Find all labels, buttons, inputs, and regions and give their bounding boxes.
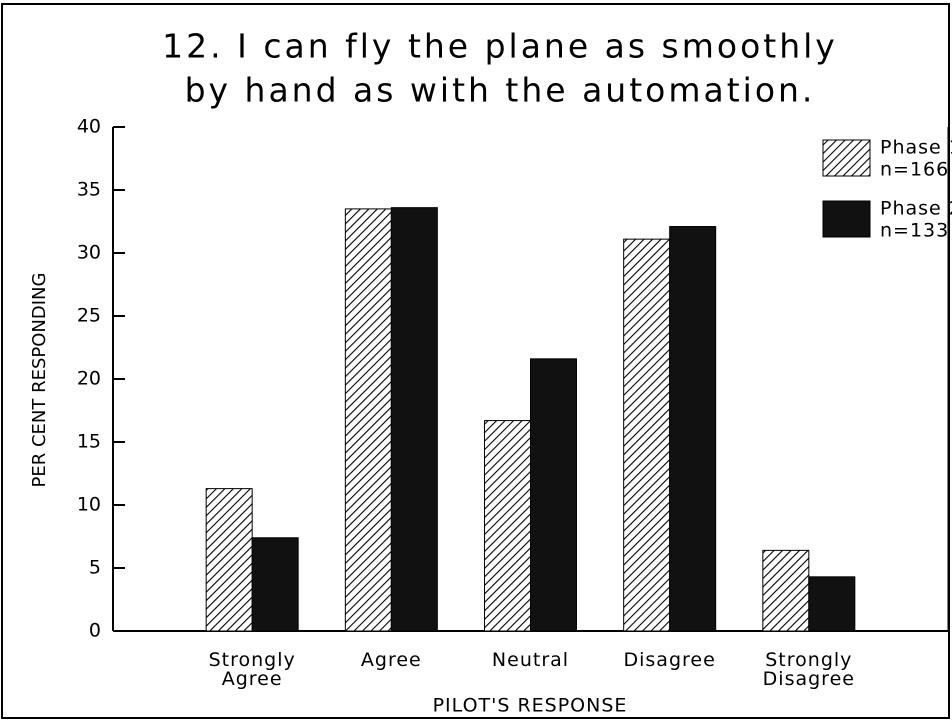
y-tick-label: 25 [77, 305, 101, 327]
bar [251, 537, 299, 632]
y-tick-label: 0 [89, 620, 101, 642]
bar [205, 488, 253, 632]
y-tick-label: 40 [77, 116, 101, 138]
y-tick-label: 20 [77, 368, 101, 390]
legend-swatch [822, 200, 871, 238]
bar [344, 208, 392, 632]
y-tick-label: 10 [77, 494, 101, 516]
x-tick-label: Neutral [491, 649, 570, 671]
bar [762, 549, 810, 632]
x-axis-label: PILOT'S RESPONSE [433, 695, 628, 717]
y-tick-label: 5 [89, 557, 101, 579]
bar [484, 420, 531, 632]
x-tick-label: Strongly Agree [208, 649, 296, 690]
bar [669, 226, 717, 632]
bar [390, 207, 438, 632]
legend-label: Phase 1 [880, 137, 952, 159]
y-axis-label: PER CENT RESPONDING [29, 273, 50, 488]
legend-label: Phase 2 [880, 198, 952, 220]
legend-note: n=166 [880, 159, 949, 181]
x-tick-label: Agree [360, 649, 422, 671]
y-tick-label: 30 [77, 242, 101, 264]
legend-swatch [822, 139, 871, 177]
chart-title: 12. I can fly the plane as smoothly [162, 27, 838, 66]
bar [808, 576, 856, 632]
x-tick-label: Disagree [623, 649, 716, 671]
frame [1, 3, 950, 719]
legend-note: n=133 [880, 220, 949, 242]
bar [530, 358, 577, 632]
x-tick-label: Strongly Disagree [762, 649, 855, 690]
bar [623, 238, 671, 632]
y-tick-label: 35 [77, 179, 101, 201]
chart-title: by hand as with the automation. [185, 71, 816, 110]
y-tick-label: 15 [77, 431, 101, 453]
